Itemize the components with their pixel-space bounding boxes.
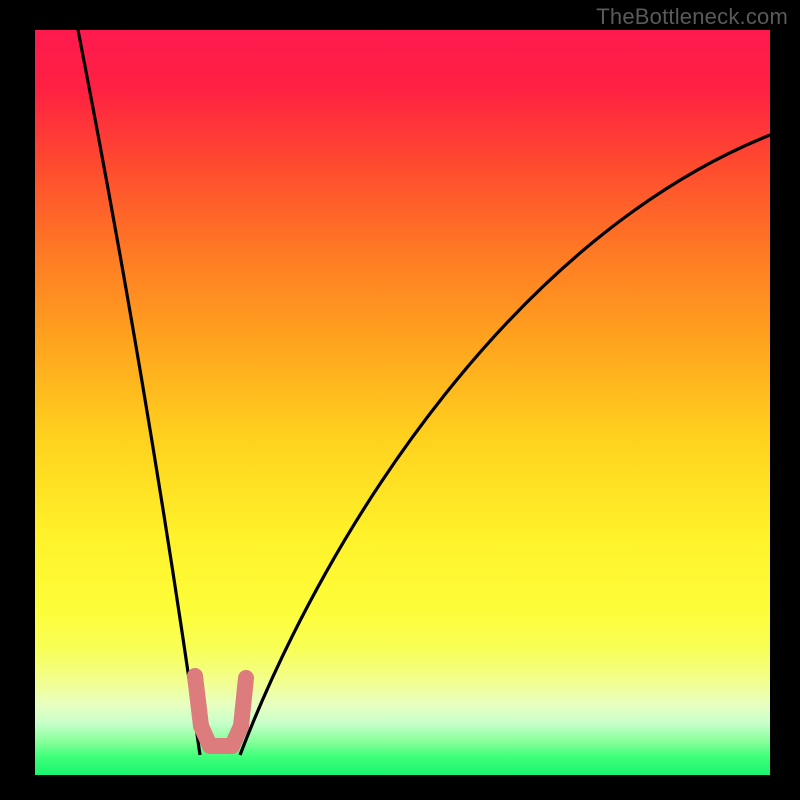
chart-svg [0,0,800,800]
watermark-label: TheBottleneck.com [596,4,788,30]
chart-root: TheBottleneck.com [0,0,800,800]
